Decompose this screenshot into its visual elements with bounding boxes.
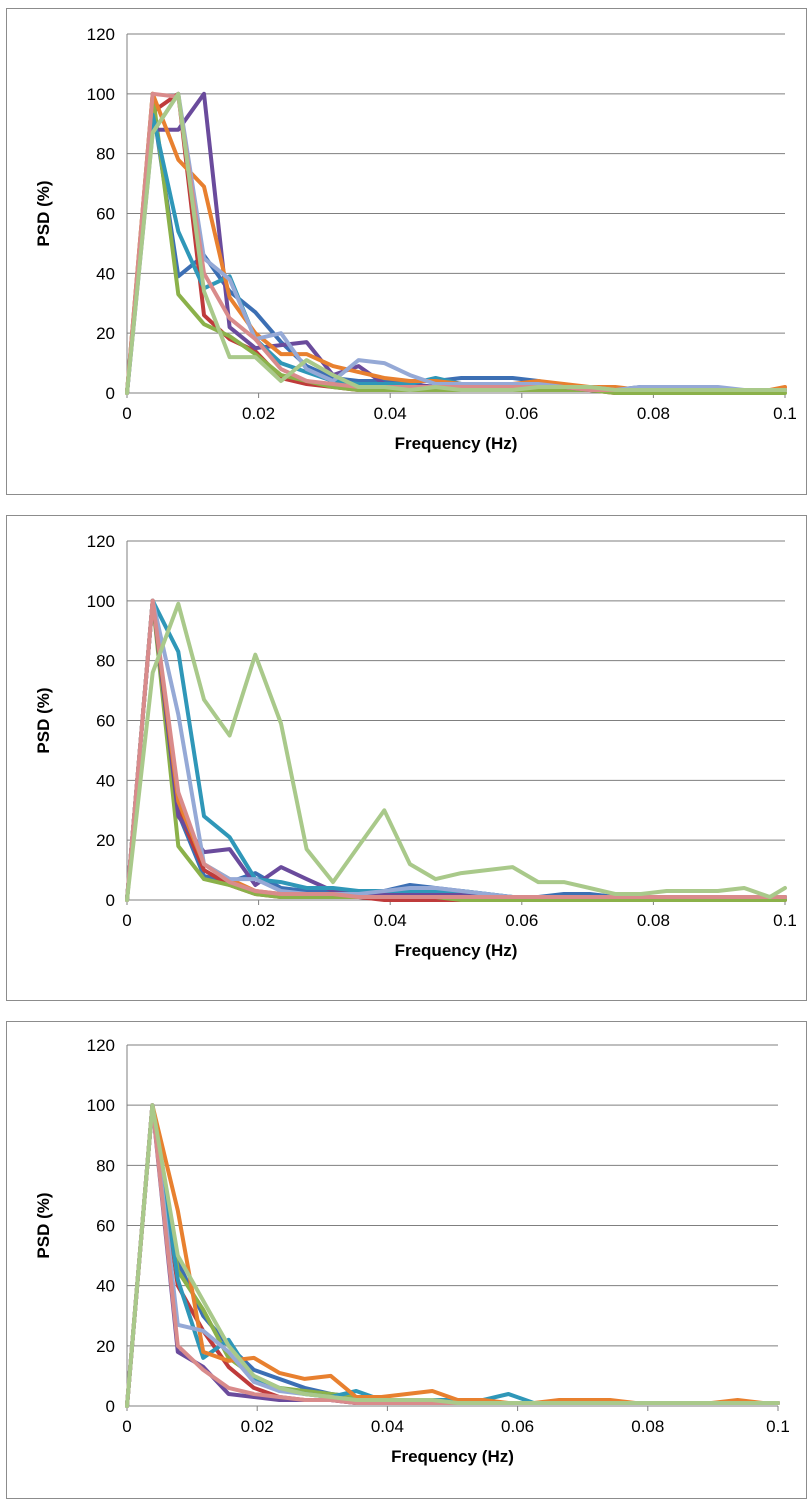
line-chart-1: 0 20 40 60 80 100 120 0 0.02 0.04 0.06 0.08 0.1 Frequ… (34, 25, 797, 453)
series-line-9 (125, 91, 787, 395)
y-tick-label: 0 (106, 1397, 115, 1416)
y-tick-label: 120 (87, 25, 115, 44)
x-axis-title: Frequency (Hz) (395, 941, 518, 960)
x-tick-label: 0.06 (505, 404, 538, 423)
x-tick-label: 0 (122, 911, 131, 930)
y-tick-label: 20 (96, 324, 115, 343)
series-line-9 (125, 1103, 780, 1408)
y-tick-label: 60 (96, 205, 115, 224)
x-tick-label: 0.1 (766, 1417, 790, 1436)
x-axis-title: Frequency (Hz) (391, 1447, 514, 1466)
y-axis-title: PSD (%) (34, 687, 53, 753)
y-tick-label: 100 (87, 592, 115, 611)
line-chart-3: 0 20 40 60 80 100 120 0 0.02 0.04 0.06 0.08 0.1 Frequ… (34, 1036, 790, 1466)
x-axis-title: Frequency (Hz) (395, 434, 518, 453)
y-tick-label: 80 (96, 652, 115, 671)
x-tick-label: 0.08 (631, 1417, 664, 1436)
series-line-9 (125, 601, 787, 902)
series-line-4 (125, 598, 787, 902)
x-tick-label: 0.04 (371, 1417, 404, 1436)
x-tick-label: 0.02 (242, 404, 275, 423)
y-axis-title: PSD (%) (34, 1192, 53, 1258)
y-tick-label: 100 (87, 1096, 115, 1115)
x-tick-label: 0.02 (241, 1417, 274, 1436)
x-tick-label: 0.08 (637, 404, 670, 423)
series-line-7 (125, 91, 787, 395)
y-tick-label: 60 (96, 1217, 115, 1236)
x-tick-label: 0.1 (773, 911, 797, 930)
x-tick-label: 0 (122, 1417, 131, 1436)
series-line-1 (125, 598, 787, 902)
y-tick-label: 80 (96, 1156, 115, 1175)
x-tick-label: 0.02 (242, 911, 275, 930)
y-tick-label: 0 (106, 384, 115, 403)
y-tick-label: 40 (96, 264, 115, 283)
y-tick-label: 20 (96, 831, 115, 850)
series-line-6 (125, 598, 787, 902)
x-tick-label: 0 (122, 404, 131, 423)
chart-panel-1: 0 20 40 60 80 100 120 0 0.02 0.04 0.06 0.08 0.1 Frequ… (6, 8, 807, 495)
series-line-8 (125, 598, 787, 902)
y-tick-label: 80 (96, 145, 115, 164)
x-tick-label: 0.06 (505, 911, 538, 930)
y-tick-label: 20 (96, 1337, 115, 1356)
x-tick-label: 0.04 (374, 404, 407, 423)
x-tick-label: 0.06 (501, 1417, 534, 1436)
y-tick-label: 0 (106, 891, 115, 910)
y-tick-label: 40 (96, 1277, 115, 1296)
x-tick-label: 0.08 (637, 911, 670, 930)
series-line-6 (125, 1103, 780, 1408)
y-tick-label: 40 (96, 771, 115, 790)
x-tick-label: 0.1 (773, 404, 797, 423)
x-tick-label: 0.04 (374, 911, 407, 930)
line-chart-2: 0 20 40 60 80 100 120 0 0.02 0.04 0.06 0.08 0.1 Frequ… (34, 532, 797, 960)
chart-panel-2: 0 20 40 60 80 100 120 0 0.02 0.04 0.06 0.08 0.1 Frequ… (6, 515, 807, 1001)
y-tick-label: 60 (96, 712, 115, 731)
chart-panel-3: 0 20 40 60 80 100 120 0 0.02 0.04 0.06 0.08 0.1 Frequ… (6, 1021, 807, 1499)
series-line-7 (125, 598, 787, 902)
y-tick-label: 120 (87, 532, 115, 551)
series-line-3 (125, 598, 787, 902)
y-tick-label: 120 (87, 1036, 115, 1055)
y-axis-title: PSD (%) (34, 180, 53, 246)
y-tick-label: 100 (87, 85, 115, 104)
series-line-2 (125, 598, 787, 902)
series-line-5 (125, 598, 787, 902)
